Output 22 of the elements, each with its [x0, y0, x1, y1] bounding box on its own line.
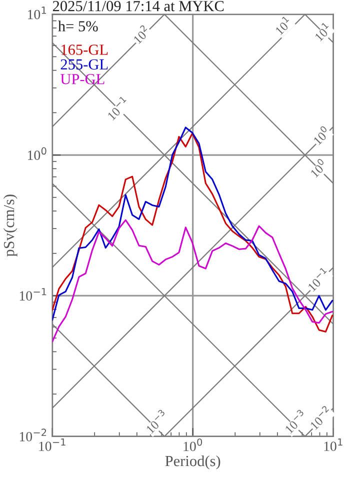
y-axis-title: pSv(cm/s)	[3, 194, 18, 257]
x-axis-title: Period(s)	[165, 455, 220, 470]
annotation: 10$^{0}$	[308, 158, 328, 178]
annotation: 10$^{−3}$	[144, 409, 169, 434]
annotation: 10$^{−1}$	[306, 266, 330, 292]
annotation: 10$^{1}$	[312, 22, 332, 42]
y-tick-label: 10$^{0}$	[28, 147, 46, 160]
text: 255-GL	[60, 59, 108, 70]
y-tick-label: 10$^{1}$	[28, 6, 46, 20]
annotation: h= 5%	[58, 20, 98, 32]
annotation: 10$^{−2}$	[308, 405, 332, 430]
text: 165-GL	[62, 44, 108, 55]
annotation: 10$^{0}$	[311, 125, 331, 146]
annotation: 10$^{1}$	[273, 16, 292, 36]
x-tick-label: 10$^{0}$	[184, 438, 202, 452]
annotation: 10$^{2}$	[131, 24, 151, 44]
chart-title: 2025/11/09 17:14 at MYKC	[52, 0, 224, 12]
x-tick-label: 10$^{1}$	[324, 438, 342, 451]
text: UP-GL	[60, 74, 104, 84]
annotation: 10$^{−1}$	[105, 96, 130, 121]
y-tick-label: 10$^{−1}$	[20, 288, 46, 301]
annotation: 10$^{−3}$	[282, 409, 308, 434]
